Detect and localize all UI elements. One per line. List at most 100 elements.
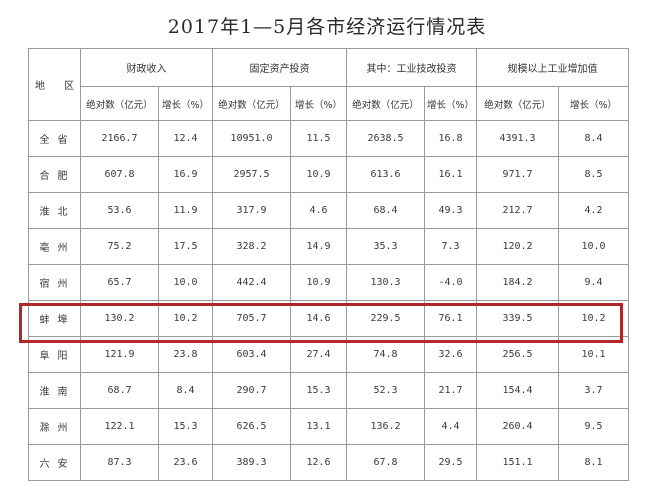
cell-growth: 10.2 [558,300,629,337]
row-area-name: 合肥 [28,156,81,193]
cell-growth: 76.1 [424,300,477,337]
cell-absolute: 184.2 [476,264,559,301]
header-group-fiscal-revenue: 财政收入 [80,48,213,87]
cell-absolute: 971.7 [476,156,559,193]
header-growth: 增长（%） [158,86,213,121]
cell-growth: 8.4 [558,120,629,157]
cell-growth: 29.5 [424,444,477,481]
cell-absolute: 603.4 [212,336,291,373]
cell-absolute: 256.5 [476,336,559,373]
header-row-sub: 绝对数（亿元） 增长（%） 绝对数（亿元） 增长（%） 绝对数（亿元） 增长（%… [29,86,629,121]
cell-absolute: 613.6 [346,156,425,193]
table-row: 蚌埠 130.2 10.2 705.7 14.6 229.5 76.1 339.5 10.2 [28,300,629,337]
cell-growth: 10.1 [558,336,629,373]
cell-absolute: 136.2 [346,408,425,445]
cell-growth: 4.2 [558,192,629,229]
cell-absolute: 121.9 [80,336,159,373]
cell-growth: 12.6 [290,444,347,481]
cell-absolute: 151.1 [476,444,559,481]
table-row: 亳州 75.2 17.5 328.2 14.9 35.3 7.3 120.2 10.0 [28,228,629,265]
cell-absolute: 87.3 [80,444,159,481]
cell-absolute: 67.8 [346,444,425,481]
cell-absolute: 328.2 [212,228,291,265]
cell-absolute: 705.7 [212,300,291,337]
cell-growth: 9.4 [558,264,629,301]
row-area-name: 滁州 [28,408,81,445]
cell-growth: 11.9 [158,192,213,229]
cell-growth: 7.3 [424,228,477,265]
row-area-name: 六安 [28,444,81,481]
cell-absolute: 607.8 [80,156,159,193]
table-row: 全省 2166.7 12.4 10951.0 11.5 2638.5 16.8 4391.3 8… [28,120,629,157]
cell-absolute: 2957.5 [212,156,291,193]
cell-absolute: 130.3 [346,264,425,301]
cell-growth: 4.6 [290,192,347,229]
table-row: 滁州 122.1 15.3 626.5 13.1 136.2 4.4 260.4 9.5 [28,408,629,445]
cell-absolute: 2638.5 [346,120,425,157]
table-row: 宿州 65.7 10.0 442.4 10.9 130.3 -4.0 184.2 9.4 [28,264,629,301]
cell-absolute: 120.2 [476,228,559,265]
row-area-name: 蚌埠 [28,300,81,337]
cell-absolute: 75.2 [80,228,159,265]
cell-absolute: 442.4 [212,264,291,301]
cell-growth: 8.1 [558,444,629,481]
row-area-name: 全省 [28,120,81,157]
cell-absolute: 68.4 [346,192,425,229]
table-body: 全省 2166.7 12.4 10951.0 11.5 2638.5 16.8 4391.3 8… [28,120,629,481]
cell-growth: 27.4 [290,336,347,373]
cell-absolute: 52.3 [346,372,425,409]
header-absolute: 绝对数（亿元） [80,86,159,121]
cell-absolute: 122.1 [80,408,159,445]
cell-growth: 23.8 [158,336,213,373]
cell-absolute: 10951.0 [212,120,291,157]
cell-growth: 14.9 [290,228,347,265]
cell-growth: 17.5 [158,228,213,265]
table-row: 合肥 607.8 16.9 2957.5 10.9 613.6 16.1 971.7 8.5 [28,156,629,193]
cell-growth: 21.7 [424,372,477,409]
cell-growth: 3.7 [558,372,629,409]
cell-absolute: 290.7 [212,372,291,409]
cell-growth: 11.5 [290,120,347,157]
row-area-name: 淮北 [28,192,81,229]
cell-growth: 15.3 [290,372,347,409]
cell-growth: 16.9 [158,156,213,193]
table-row: 淮北 53.6 11.9 317.9 4.6 68.4 49.3 212.7 4.2 [28,192,629,229]
header-absolute: 绝对数（亿元） [346,86,425,121]
table-row: 淮南 68.7 8.4 290.7 15.3 52.3 21.7 154.4 3.7 [28,372,629,409]
cell-growth: 14.6 [290,300,347,337]
cell-absolute: 65.7 [80,264,159,301]
cell-growth: 49.3 [424,192,477,229]
cell-growth: 10.9 [290,264,347,301]
cell-growth: 9.5 [558,408,629,445]
cell-absolute: 389.3 [212,444,291,481]
cell-growth: 23.6 [158,444,213,481]
cell-growth: 8.4 [158,372,213,409]
cell-absolute: 53.6 [80,192,159,229]
header-group-industrial-value-added: 规模以上工业增加值 [476,48,629,87]
header-area: 地 区 [28,48,81,121]
header-growth: 增长（%） [424,86,477,121]
cell-absolute: 74.8 [346,336,425,373]
table-row: 六安 87.3 23.6 389.3 12.6 67.8 29.5 151.1 8.1 [28,444,629,481]
cell-growth: 10.0 [558,228,629,265]
cell-growth: 16.8 [424,120,477,157]
row-area-name: 宿州 [28,264,81,301]
cell-absolute: 317.9 [212,192,291,229]
cell-absolute: 35.3 [346,228,425,265]
cell-growth: 10.2 [158,300,213,337]
cell-absolute: 2166.7 [80,120,159,157]
cell-growth: -4.0 [424,264,477,301]
cell-absolute: 229.5 [346,300,425,337]
cell-growth: 10.0 [158,264,213,301]
cell-absolute: 339.5 [476,300,559,337]
cell-absolute: 154.4 [476,372,559,409]
cell-absolute: 626.5 [212,408,291,445]
header-row-groups: 地 区 财政收入 固定资产投资 其中：工业技改投资 规模以上工业增加值 [28,48,629,121]
cell-growth: 8.5 [558,156,629,193]
cell-growth: 15.3 [158,408,213,445]
header-group-fixed-asset-investment: 固定资产投资 [212,48,347,87]
cell-growth: 4.4 [424,408,477,445]
header-growth: 增长（%） [558,86,629,121]
page-title: 2017年1—5月各市经济运行情况表 [167,16,487,38]
